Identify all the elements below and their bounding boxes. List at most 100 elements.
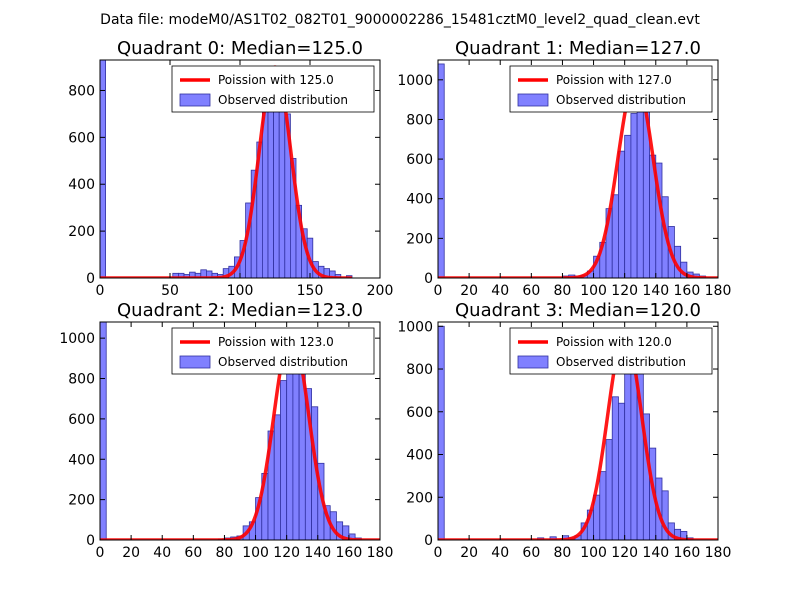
x-tick-label: 0 (434, 545, 443, 561)
legend-label: Poission with 120.0 (556, 335, 672, 349)
x-tick-label: 20 (460, 283, 478, 299)
x-tick-label: 100 (242, 545, 269, 561)
y-tick-label: 400 (68, 177, 95, 193)
histogram-bar (273, 90, 280, 278)
x-tick-label: 0 (96, 283, 105, 299)
histogram-bar (100, 322, 107, 540)
x-tick-label: 140 (304, 545, 331, 561)
y-tick-label: 600 (68, 130, 95, 146)
x-tick-label: 60 (522, 283, 540, 299)
x-tick-label: 80 (216, 545, 234, 561)
x-tick-label: 180 (367, 545, 394, 561)
x-tick-label: 40 (153, 545, 171, 561)
x-tick-label: 100 (580, 283, 607, 299)
axes-frame (437, 59, 719, 279)
poisson-curve-line (100, 65, 353, 278)
plot-area (438, 63, 718, 278)
x-tick-label: 120 (611, 545, 638, 561)
y-tick-label: 600 (406, 152, 433, 168)
legend-label: Observed distribution (218, 355, 348, 369)
y-tick-label: 800 (406, 112, 433, 128)
legend: Poission with 125.0 Observed distribution (171, 65, 375, 113)
axes-frame (99, 321, 381, 541)
histogram-bar (605, 439, 613, 540)
histogram-bar (599, 471, 607, 540)
suptitle: Data file: modeM0/AS1T02_082T01_90000022… (100, 12, 700, 28)
y-tick-label: 600 (406, 405, 433, 421)
histogram-bar (624, 134, 632, 278)
y-tick-label: 0 (424, 271, 433, 287)
x-tick-label: 80 (554, 283, 572, 299)
histogram-bar (624, 347, 632, 540)
legend-label: Observed distribution (556, 93, 686, 107)
x-tick-label: 20 (122, 545, 140, 561)
y-tick-label: 800 (68, 372, 95, 388)
x-tick-label: 40 (491, 283, 509, 299)
histogram-bar (661, 490, 669, 540)
histogram-bar (611, 194, 619, 278)
y-tick-label: 400 (68, 452, 95, 468)
y-tick-label: 400 (406, 448, 433, 464)
poisson-curve-line (100, 330, 380, 540)
panel-title: Quadrant 0: Median=125.0 (117, 38, 363, 59)
y-tick-label: 0 (86, 271, 95, 287)
plot-area (100, 60, 353, 278)
histogram-bar (280, 380, 288, 540)
legend-label: Poission with 125.0 (218, 73, 334, 87)
histogram-bar (100, 60, 106, 278)
x-tick-label: 140 (642, 283, 669, 299)
x-tick-label: 160 (674, 283, 701, 299)
poisson-curve-line (438, 333, 718, 540)
legend-patch-swatch (517, 93, 549, 107)
panel-title: Quadrant 3: Median=120.0 (455, 300, 701, 321)
histogram-bar (438, 63, 445, 278)
y-tick-label: 600 (68, 412, 95, 428)
y-tick-label: 1000 (397, 319, 433, 335)
x-tick-label: 0 (434, 283, 443, 299)
x-tick-label: 100 (227, 283, 254, 299)
y-tick-label: 800 (406, 362, 433, 378)
x-tick-label: 120 (611, 283, 638, 299)
x-tick-label: 160 (336, 545, 363, 561)
y-tick-label: 0 (86, 533, 95, 549)
y-tick-label: 1000 (397, 73, 433, 89)
panel-1: 0 20 40 60 80 100 120 140 160 180 0 200 400 600 800 100… (397, 38, 731, 299)
legend-patch-swatch (517, 355, 549, 369)
histogram-bar (618, 402, 626, 540)
legend-label: Poission with 123.0 (218, 335, 334, 349)
poisson-curve-line (438, 78, 718, 278)
x-tick-label: 60 (184, 545, 202, 561)
y-tick-label: 200 (68, 224, 95, 240)
panel-title: Quadrant 1: Median=127.0 (455, 38, 701, 59)
legend-label: Poission with 127.0 (556, 73, 672, 87)
x-tick-label: 180 (705, 545, 732, 561)
x-tick-label: 50 (161, 283, 179, 299)
legend: Poission with 123.0 Observed distribution (171, 327, 375, 375)
x-tick-label: 180 (705, 283, 732, 299)
y-tick-label: 800 (68, 83, 95, 99)
histogram-bar (630, 113, 638, 278)
x-tick-label: 40 (491, 545, 509, 561)
legend: Poission with 120.0 Observed distribution (509, 327, 713, 375)
x-tick-label: 140 (642, 545, 669, 561)
plot-area (438, 325, 718, 540)
x-tick-label: 200 (367, 283, 394, 299)
legend-label: Observed distribution (218, 93, 348, 107)
legend-patch-swatch (179, 93, 211, 107)
x-tick-label: 60 (522, 545, 540, 561)
y-tick-label: 1000 (59, 331, 95, 347)
legend-patch-swatch (179, 355, 211, 369)
x-tick-label: 120 (273, 545, 300, 561)
y-tick-label: 0 (424, 533, 433, 549)
histogram-bar (611, 396, 619, 540)
panel-0: 0 50 100 150 200 0 200 400 600 800 Quadrant 0: Med… (68, 38, 393, 299)
x-tick-label: 80 (554, 545, 572, 561)
panel-3: 0 20 40 60 80 100 120 140 160 180 0 200 400 600 800 100… (397, 300, 731, 561)
axes-frame (437, 321, 719, 541)
x-tick-label: 20 (460, 545, 478, 561)
histogram-bar (438, 325, 445, 540)
legend: Poission with 127.0 Observed distribution (509, 65, 713, 113)
histogram-bar (618, 150, 626, 278)
